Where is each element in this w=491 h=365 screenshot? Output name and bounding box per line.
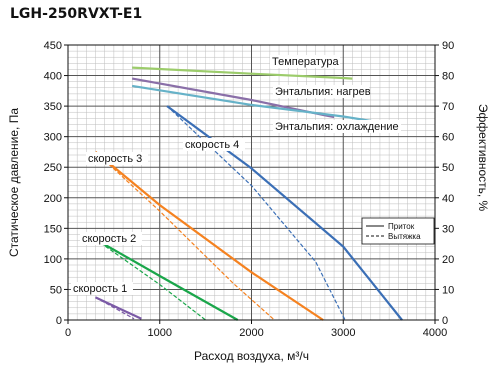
x-tick-label: 2000	[239, 327, 263, 339]
y-left-tick-label: 300	[44, 132, 62, 144]
y-right-tick-label: 40	[442, 193, 454, 205]
x-tick-label: 4000	[423, 327, 447, 339]
annotation-label: скорость 2	[82, 233, 136, 245]
y-right-tick-label: 20	[442, 254, 454, 266]
y-left-axis-label: Статическое давление, Па	[7, 108, 21, 257]
series-line-4-solid	[94, 151, 324, 321]
series-line-6-solid	[166, 105, 403, 321]
legend-label: Вытяжка	[388, 232, 421, 241]
y-right-tick-label: 90	[442, 40, 454, 52]
series-line-3-dashed	[95, 238, 206, 321]
y-left-tick-label: 350	[44, 101, 62, 113]
annotation-bg	[183, 138, 245, 151]
annotation-bg	[86, 152, 148, 165]
chart-grid	[68, 45, 435, 320]
y-left-tick-label: 100	[44, 254, 62, 266]
series-line-8-solid	[132, 66, 353, 80]
annotation-label: Энтальпия: нагрев	[275, 86, 371, 98]
y-left-tick-label: 0	[56, 315, 62, 327]
y-left-tick-label: 50	[50, 284, 62, 296]
series-line-2-solid	[94, 238, 239, 321]
y-right-tick-label: 30	[442, 223, 454, 235]
series-line-5-dashed	[95, 151, 275, 321]
y-right-tick-label: 80	[442, 71, 454, 83]
annotation-bg	[273, 85, 369, 98]
x-tick-label: 1000	[148, 327, 172, 339]
legend-box	[361, 217, 435, 245]
annotation-label: скорость 4	[185, 139, 239, 151]
y-right-tick-label: 0	[442, 315, 448, 327]
x-tick-label: 0	[65, 327, 71, 339]
y-left-tick-label: 250	[44, 162, 62, 174]
y-right-tick-label: 70	[442, 101, 454, 113]
annotation-bg	[71, 282, 133, 295]
y-left-tick-label: 450	[44, 40, 62, 52]
annotation-label: Температура	[272, 56, 340, 68]
series-line-1-dashed	[95, 296, 135, 320]
annotation-bg	[270, 55, 340, 68]
chart-axes: 0 1000 2000 3000 400005010015020025030035040…	[7, 40, 490, 363]
y-right-tick-label: 50	[442, 162, 454, 174]
y-right-axis-label: Эффективность, %	[476, 104, 490, 212]
chart-series	[94, 66, 403, 321]
y-right-tick-label: 10	[442, 284, 454, 296]
annotation-bg	[273, 120, 401, 133]
chart-title: LGH-250RVXT-E1	[10, 6, 143, 22]
annotation-label: скорость 3	[88, 153, 142, 165]
series-line-10-solid	[132, 84, 385, 125]
x-tick-label: 3000	[331, 327, 355, 339]
legend-label: Приток	[388, 222, 415, 231]
annotation-label: Энтальпия: охлаждение	[275, 121, 399, 133]
y-right-tick-label: 60	[442, 132, 454, 144]
annotation-label: скорость 1	[73, 283, 127, 295]
chart-annotations: скорость 1 скорость 2 скорость 3 скорость 4…	[71, 55, 401, 295]
series-line-9-solid	[132, 77, 335, 119]
annotation-bg	[80, 232, 142, 245]
y-left-tick-label: 150	[44, 223, 62, 235]
x-axis-label: Расход воздуха, м³/ч	[194, 349, 309, 363]
y-left-tick-label: 200	[44, 193, 62, 205]
y-left-tick-label: 400	[44, 71, 62, 83]
